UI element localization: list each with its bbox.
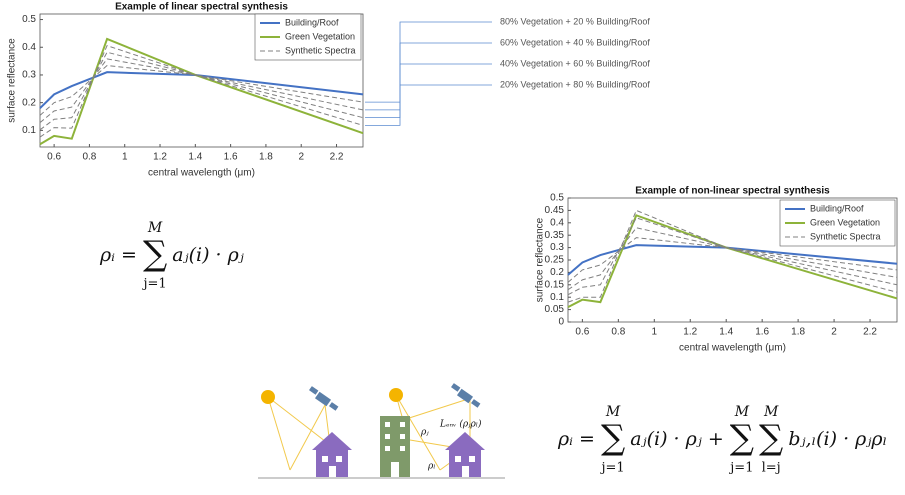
x-tick-label: 1.6: [224, 152, 238, 163]
legend-label: Synthetic Spectra: [810, 231, 881, 241]
y-tick-label: 0.2: [550, 267, 564, 278]
x-tick-label: 2: [831, 327, 837, 338]
y-tick-label: 0: [558, 317, 564, 328]
sum-lower: j=1: [141, 277, 166, 292]
figure: Example of linear spectral synthesis cent…: [0, 0, 905, 495]
x-tick-label: 0.6: [575, 327, 589, 338]
annotation: 40% Vegetation + 60 % Building/Roof: [500, 58, 650, 68]
sum-upper: M: [763, 404, 779, 420]
formula-text: aⱼ(i) · ρⱼ: [172, 244, 244, 266]
sum-sign: ∑: [759, 418, 783, 458]
legend-label: Building/Roof: [810, 203, 864, 213]
sum-sign: ∑: [601, 418, 625, 458]
chart-title: Example of non-linear spectral synthesis: [635, 186, 830, 197]
x-axis-label: central wavelength (μm): [148, 168, 255, 179]
sum-lower: j=1: [728, 461, 753, 476]
annotation-connector: [365, 43, 492, 118]
formula-text: ρᵢ =: [557, 428, 595, 450]
sum-lower: l=j: [762, 461, 781, 476]
x-tick-label: 1: [652, 327, 658, 338]
annotation-connector: [365, 64, 492, 110]
y-tick-label: 0.4: [550, 217, 564, 228]
x-tick-label: 1.4: [719, 327, 733, 338]
x-tick-label: 0.8: [82, 152, 96, 163]
sum-upper: M: [147, 220, 163, 236]
x-tick-label: 2.2: [330, 152, 344, 163]
y-tick-label: 0.1: [22, 125, 36, 136]
x-tick-label: 0.8: [611, 327, 625, 338]
legend-label: Building/Roof: [285, 17, 339, 27]
y-tick-label: 0.5: [22, 14, 36, 25]
sum-lower: j=1: [599, 461, 624, 476]
y-tick-label: 0.1: [550, 292, 564, 303]
y-tick-label: 0.3: [550, 242, 564, 253]
legend-label: Green Vegetation: [285, 31, 355, 41]
x-tick-label: 1.2: [683, 327, 697, 338]
legend-label: Green Vegetation: [810, 217, 880, 227]
x-tick-label: 1.4: [188, 152, 202, 163]
sum-upper: M: [605, 404, 621, 420]
x-tick-label: 1.6: [755, 327, 769, 338]
annotation-connector: [365, 85, 492, 102]
chart-title: Example of linear spectral synthesis: [115, 2, 288, 13]
annotation: 80% Vegetation + 20 % Building/Roof: [500, 16, 650, 26]
formula-text: ρᵢ =: [99, 244, 137, 266]
illustration-label: ρₗ: [427, 462, 435, 472]
sum-sign: ∑: [143, 234, 167, 274]
y-tick-label: 0.5: [550, 193, 564, 204]
x-tick-label: 1.8: [791, 327, 805, 338]
y-tick-label: 0.2: [22, 97, 36, 108]
formula-text: aⱼ(i) · ρⱼ +: [630, 428, 724, 450]
x-tick-label: 2: [298, 152, 304, 163]
x-tick-label: 1.2: [153, 152, 167, 163]
annotation: 60% Vegetation + 40 % Building/Roof: [500, 37, 650, 47]
x-axis-label: central wavelength (μm): [679, 343, 786, 354]
x-tick-label: 1.8: [259, 152, 273, 163]
y-tick-label: 0.25: [545, 255, 565, 266]
formula-text: bⱼ,ₗ(i) · ρⱼρₗ: [788, 428, 887, 450]
y-tick-label: 0.15: [545, 279, 565, 290]
y-tick-label: 0.05: [545, 304, 565, 315]
x-tick-label: 1: [122, 152, 128, 163]
illustration-label: ρⱼ: [420, 428, 429, 438]
sum-sign: ∑: [730, 418, 754, 458]
y-tick-label: 0.3: [22, 70, 36, 81]
y-tick-label: 0.35: [545, 230, 565, 241]
annotation: 20% Vegetation + 80 % Building/Roof: [500, 79, 650, 89]
y-tick-label: 0.4: [22, 42, 36, 53]
sum-upper: M: [734, 404, 750, 420]
illustration-label: Lₑₙᵥ (ρⱼρₗ): [439, 419, 482, 430]
y-tick-label: 0.45: [545, 205, 565, 216]
illustration: [258, 383, 505, 478]
legend-label: Synthetic Spectra: [285, 45, 356, 55]
x-tick-label: 0.6: [47, 152, 61, 163]
y-axis-label: surface reflectance: [7, 38, 18, 123]
x-tick-label: 2.2: [863, 327, 877, 338]
